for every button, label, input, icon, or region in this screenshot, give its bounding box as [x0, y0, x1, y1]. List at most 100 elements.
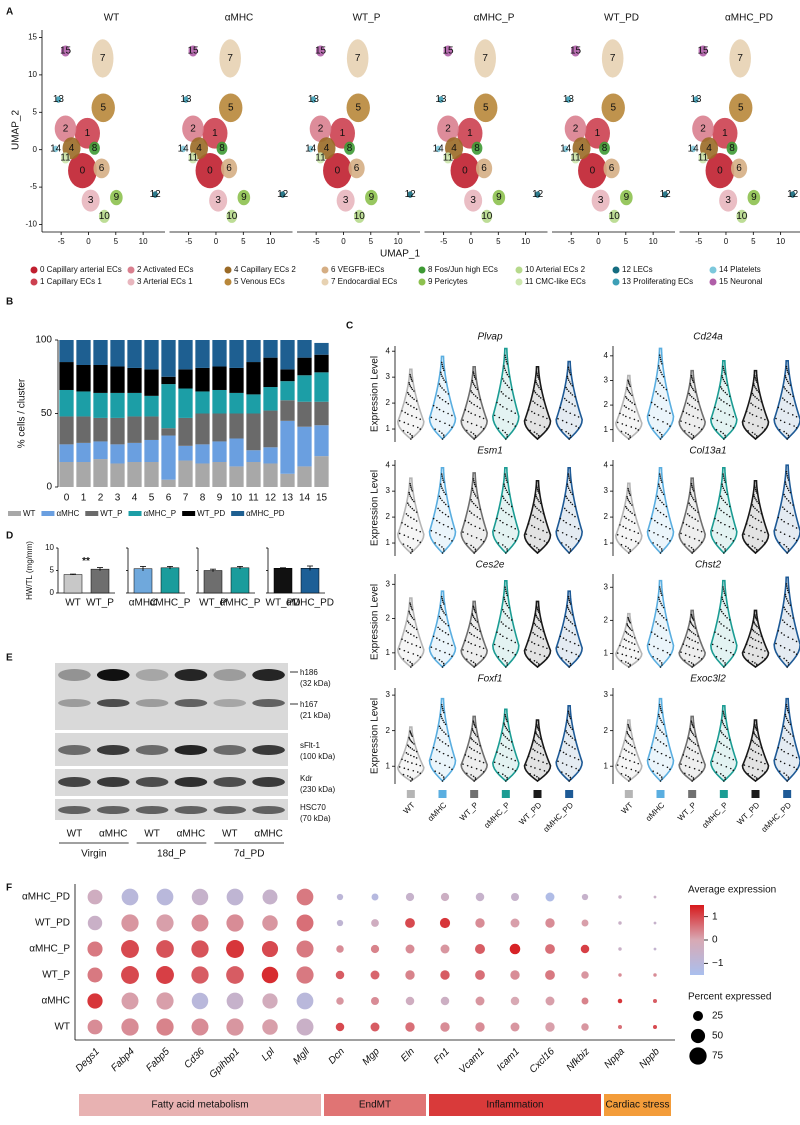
jitter-dot [398, 766, 401, 768]
jitter-dot [493, 643, 496, 646]
jitter-dot [792, 735, 794, 737]
jitter-dot [470, 390, 472, 392]
jitter-dot [565, 628, 568, 630]
jitter-dot [559, 749, 562, 752]
jitter-dot [728, 748, 731, 750]
jitter-dot [631, 745, 633, 748]
jitter-dot [571, 746, 574, 748]
jitter-dot [783, 725, 785, 728]
gene-label: Lpl [260, 1046, 278, 1064]
jitter-dot [536, 666, 539, 668]
jitter-dot [533, 412, 536, 415]
jitter-dot [723, 590, 725, 592]
dot [545, 1022, 555, 1032]
jitter-dot [504, 600, 507, 603]
jitter-dot [720, 623, 722, 625]
jitter-dot [464, 639, 467, 642]
jitter-dot [781, 506, 784, 508]
x-tick-label: αMHC_PD [286, 598, 334, 609]
jitter-dot [567, 733, 570, 736]
jitter-dot [462, 763, 464, 765]
jitter-dot [786, 589, 789, 592]
jitter-dot [625, 517, 627, 520]
jitter-dot [430, 646, 433, 648]
dot [440, 970, 450, 980]
jitter-dot [754, 775, 756, 778]
panel-label: E [6, 653, 13, 664]
jitter-dot [688, 545, 690, 547]
jitter-dot [451, 527, 453, 530]
jitter-dot [657, 647, 659, 650]
gene-label: Fn1 [432, 1046, 452, 1066]
jitter-dot [438, 615, 441, 618]
jitter-dot [410, 386, 413, 389]
jitter-dot [443, 550, 445, 552]
jitter-dot [660, 523, 663, 526]
jitter-dot [546, 647, 548, 650]
jitter-dot [684, 772, 686, 775]
gene-label: Cd36 [182, 1046, 207, 1071]
jitter-dot [631, 409, 633, 412]
violin [773, 464, 800, 555]
jitter-dot [688, 536, 691, 538]
jitter-dot [692, 397, 695, 400]
jitter-dot [565, 742, 568, 745]
jitter-dot [407, 651, 410, 654]
jitter-dot [732, 540, 735, 542]
jitter-dot [506, 433, 508, 436]
cluster-cloud [608, 209, 620, 223]
jitter-dot [751, 431, 754, 434]
jitter-dot [789, 743, 792, 745]
jitter-dot [749, 412, 751, 414]
jitter-dot [442, 601, 444, 603]
legend-label: WT_P [100, 509, 122, 518]
jitter-dot [536, 433, 538, 435]
jitter-dot [743, 764, 746, 766]
jitter-dot [628, 552, 630, 554]
jitter-dot [473, 438, 475, 440]
jitter-dot [788, 764, 791, 767]
jitter-dot [577, 427, 580, 429]
jitter-dot [482, 647, 485, 650]
jitter-dot [757, 502, 760, 505]
jitter-dot [751, 504, 754, 506]
jitter-dot [419, 541, 422, 544]
jitter-dot [571, 503, 574, 506]
jitter-dot [565, 658, 567, 661]
jitter-dot [498, 416, 501, 419]
band-label: h167 [300, 700, 318, 709]
jitter-dot [784, 481, 787, 483]
cluster-label: 4 [324, 143, 330, 154]
cluster-label: 4 [579, 143, 585, 154]
jitter-dot [696, 417, 699, 419]
x-tick-label: WT [65, 598, 81, 609]
bar [300, 568, 320, 594]
jitter-dot [476, 628, 479, 631]
blot-band [96, 699, 130, 707]
jitter-dot [690, 720, 693, 723]
jitter-dot [791, 414, 794, 416]
jitter-dot [661, 550, 663, 552]
jitter-dot [751, 646, 754, 648]
jitter-dot [792, 617, 794, 619]
jitter-dot [474, 758, 477, 761]
bar-segment [178, 445, 193, 461]
jitter-dot [698, 539, 700, 542]
bar-segment [76, 340, 91, 365]
jitter-dot [474, 726, 477, 729]
jitter-dot [441, 546, 443, 548]
group-label: WT_P [676, 801, 698, 823]
jitter-dot [656, 405, 659, 408]
y-tick-label: 3 [604, 582, 609, 591]
jitter-dot [756, 492, 758, 494]
jitter-dot [565, 639, 567, 641]
bar-segment [93, 392, 108, 418]
jitter-dot [542, 630, 545, 632]
jitter-dot [648, 643, 651, 646]
bar-segment [229, 340, 244, 368]
jitter-dot [722, 774, 725, 777]
cluster-cloud [492, 189, 506, 206]
x-tick-label: 10 [266, 237, 275, 246]
dot [191, 966, 209, 984]
